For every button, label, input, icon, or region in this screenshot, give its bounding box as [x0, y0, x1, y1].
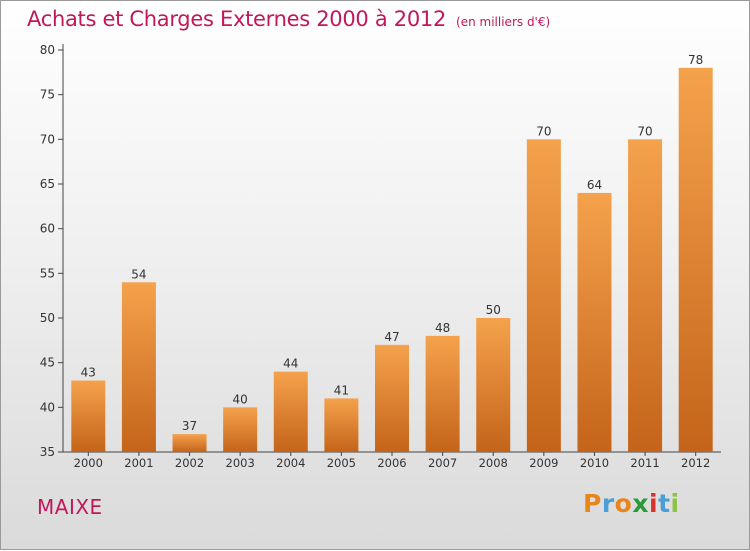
chart-title: Achats et Charges Externes 2000 à 2012 — [27, 7, 447, 31]
x-tick-label: 2010 — [580, 456, 609, 470]
y-tick-label: 55 — [40, 266, 55, 280]
bar — [121, 282, 156, 452]
data-label: 70 — [637, 124, 652, 138]
y-tick-label: 80 — [40, 43, 55, 57]
y-tick-label: 45 — [40, 356, 55, 370]
bar — [71, 380, 106, 452]
data-label: 43 — [81, 366, 96, 380]
y-tick-label: 70 — [40, 132, 55, 146]
chart-title-block: Achats et Charges Externes 2000 à 2012 (e… — [27, 7, 550, 31]
y-tick-label: 75 — [40, 88, 55, 102]
logo-letter: x — [632, 489, 649, 518]
logo-letter: i — [670, 489, 680, 518]
bar — [526, 139, 561, 453]
bar — [628, 139, 663, 453]
x-tick-label: 2003 — [226, 456, 255, 470]
x-tick-label: 2008 — [479, 456, 508, 470]
x-tick-label: 2002 — [175, 456, 204, 470]
proxiti-logo: Proxiti — [583, 489, 680, 518]
bar — [425, 335, 460, 452]
bar — [375, 344, 409, 452]
y-tick-label: 35 — [40, 445, 55, 459]
bar — [223, 407, 258, 452]
data-label: 37 — [182, 419, 197, 433]
data-label: 40 — [233, 392, 248, 406]
data-label: 78 — [688, 53, 703, 67]
data-label: 50 — [486, 303, 501, 317]
bar — [678, 67, 713, 452]
data-label: 54 — [131, 267, 146, 281]
axes: 35 40 45 50 55 60 65 70 75 80 2000 2001 2002 2003 2004… — [40, 43, 721, 470]
data-label: 47 — [384, 330, 399, 344]
data-label: 70 — [536, 124, 551, 138]
x-tick-label: 2000 — [74, 456, 103, 470]
logo-letter: P — [583, 489, 602, 518]
x-tick-label: 2011 — [630, 456, 659, 470]
data-label: 41 — [334, 383, 349, 397]
y-tick-label: 60 — [40, 222, 55, 236]
logo-letter: i — [649, 489, 659, 518]
location-name: MAIXE — [37, 495, 103, 519]
data-label: 44 — [283, 357, 298, 371]
x-tick-label: 2004 — [276, 456, 305, 470]
bar — [172, 434, 207, 452]
data-label: 64 — [587, 178, 602, 192]
bar — [476, 318, 511, 452]
unit-note: (en milliers d'€) — [456, 15, 551, 29]
data-label: 48 — [435, 321, 450, 335]
x-tick-label: 2009 — [529, 456, 558, 470]
x-tick-label: 2005 — [327, 456, 356, 470]
x-tick-label: 2012 — [681, 456, 710, 470]
bar — [577, 192, 612, 452]
bar — [324, 398, 359, 452]
x-tick-label: 2007 — [428, 456, 457, 470]
x-tick-label: 2006 — [377, 456, 406, 470]
bar — [273, 371, 308, 452]
logo-letter: o — [614, 489, 633, 518]
logo-letter: r — [601, 489, 615, 518]
bars: 43 54 37 40 44 41 47 48 50 70 64 70 78 — [71, 53, 713, 453]
x-tick-label: 2001 — [124, 456, 153, 470]
y-tick-label: 65 — [40, 177, 55, 191]
y-tick-label: 40 — [40, 400, 55, 414]
y-tick-label: 50 — [40, 311, 55, 325]
logo-letter: t — [658, 489, 671, 518]
